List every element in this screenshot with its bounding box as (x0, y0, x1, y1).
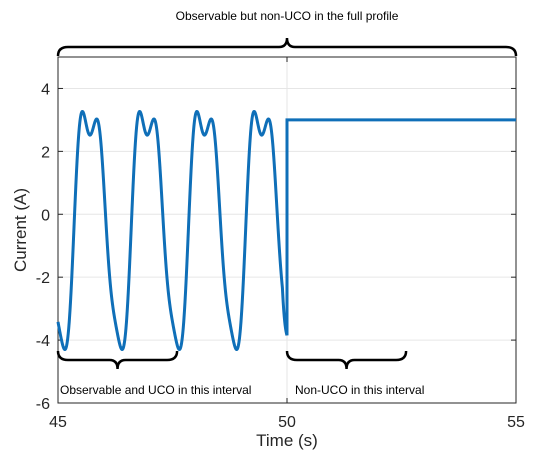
y-tick-label: -4 (36, 333, 50, 350)
y-axis-label: Current (A) (11, 188, 30, 272)
annotation-uco-interval: Observable and UCO in this interval (60, 383, 251, 397)
annotation-full-profile: Observable but non-UCO in the full profi… (176, 9, 399, 23)
y-tick-label: -2 (36, 270, 50, 287)
annotation-non-uco-interval: Non-UCO in this interval (295, 383, 424, 397)
y-tick-label: -6 (36, 396, 50, 413)
y-tick-label: 2 (41, 144, 50, 161)
y-tick-label: 4 (41, 81, 50, 98)
brace-full-profile (58, 38, 516, 56)
x-tick-label: 45 (49, 414, 67, 431)
x-tick-label: 55 (507, 414, 525, 431)
x-axis-label: Time (s) (256, 431, 318, 450)
y-tick-label: 0 (41, 207, 50, 224)
x-tick-label: 50 (278, 414, 296, 431)
